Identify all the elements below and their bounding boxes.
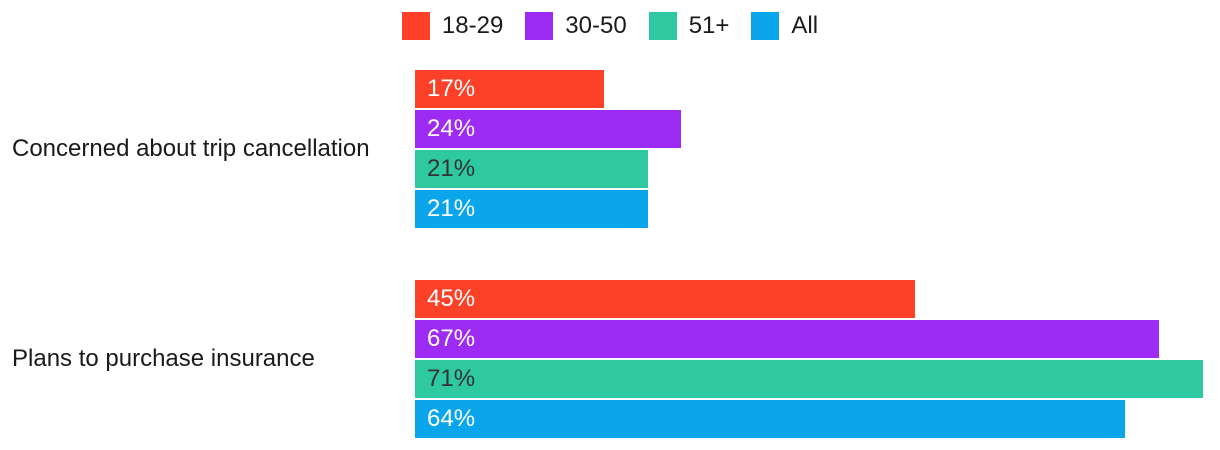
bar: 67% bbox=[415, 320, 1159, 358]
bar: 71% bbox=[415, 360, 1203, 398]
legend-item: All bbox=[751, 12, 818, 40]
bar-value-suffix: % bbox=[453, 365, 476, 392]
bar-value-label: 64 bbox=[427, 405, 454, 432]
category-label: Plans to purchase insurance bbox=[12, 345, 315, 372]
chart-group: Concerned about trip cancellation 17% 24% 2… bbox=[0, 70, 1220, 228]
bar-value-label: 45 bbox=[427, 285, 454, 312]
category-label: Concerned about trip cancellation bbox=[12, 135, 370, 162]
chart-legend: 18-29 30-50 51+ All bbox=[0, 12, 1220, 40]
legend-swatch-icon bbox=[648, 12, 677, 40]
bar-value-label: 21 bbox=[427, 155, 454, 182]
bar-value-label: 21 bbox=[427, 195, 454, 222]
bar: 21% bbox=[415, 150, 648, 188]
bar: 64% bbox=[415, 400, 1125, 438]
bar-value-suffix: % bbox=[453, 405, 476, 432]
bar-value-label: 71 bbox=[427, 365, 454, 392]
legend-label: 30-50 bbox=[565, 12, 627, 39]
legend-item: 30-50 bbox=[525, 12, 627, 40]
bar-value-label: 17 bbox=[427, 75, 454, 102]
bar-area: 45% 67% 71% 64% bbox=[415, 280, 1220, 438]
bar-value-suffix: % bbox=[453, 195, 476, 222]
bar-value-label: 24 bbox=[427, 115, 454, 142]
bar-value-suffix: % bbox=[453, 285, 476, 312]
legend-item: 51+ bbox=[648, 12, 730, 40]
legend-swatch-icon bbox=[751, 12, 780, 40]
chart-group: Plans to purchase insurance 45% 67% 71% 64% bbox=[0, 280, 1220, 438]
legend-label: All bbox=[791, 12, 819, 39]
legend-label: 51+ bbox=[688, 12, 730, 39]
legend-swatch-icon bbox=[401, 12, 430, 40]
legend-swatch-icon bbox=[525, 12, 554, 40]
bar-value-suffix: % bbox=[453, 115, 476, 142]
legend-label: 18-29 bbox=[441, 12, 504, 39]
bar-value-suffix: % bbox=[453, 155, 476, 182]
bar: 17% bbox=[415, 70, 604, 108]
bar-value-suffix: % bbox=[453, 75, 476, 102]
bar: 45% bbox=[415, 280, 915, 318]
bar-value-label: 67 bbox=[427, 325, 454, 352]
bar: 21% bbox=[415, 190, 648, 228]
legend-item: 18-29 bbox=[401, 12, 504, 40]
bar-value-suffix: % bbox=[453, 325, 476, 352]
bar: 24% bbox=[415, 110, 681, 148]
bar-area: 17% 24% 21% 21% bbox=[415, 70, 1220, 228]
